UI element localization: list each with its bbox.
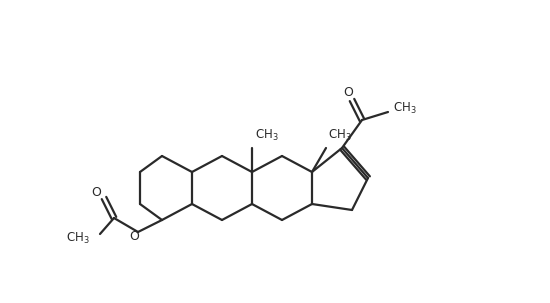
Text: O: O xyxy=(91,187,101,199)
Text: O: O xyxy=(129,231,139,244)
Text: O: O xyxy=(343,86,353,99)
Text: CH$_3$: CH$_3$ xyxy=(67,231,90,245)
Text: CH$_3$: CH$_3$ xyxy=(255,128,279,143)
Text: CH$_3$: CH$_3$ xyxy=(328,128,351,143)
Text: CH$_3$: CH$_3$ xyxy=(393,101,417,115)
